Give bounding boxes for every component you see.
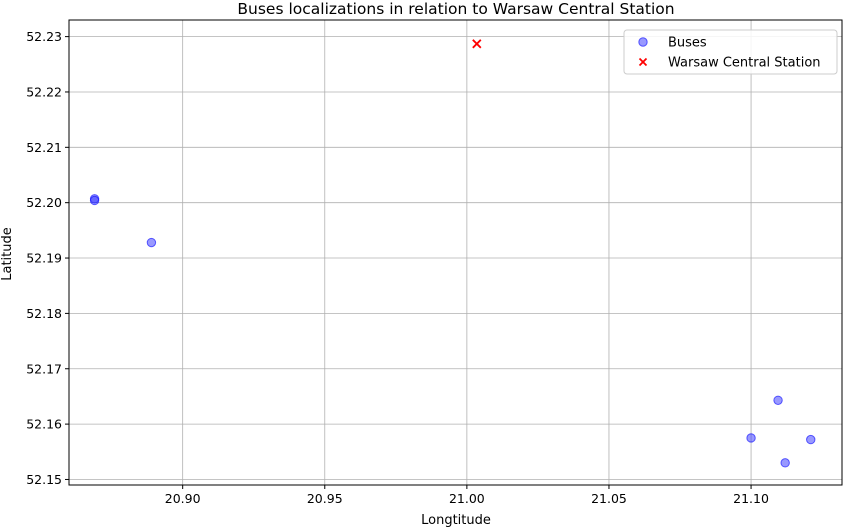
chart-title: Buses localizations in relation to Warsa… — [237, 0, 674, 18]
legend-frame — [623, 29, 838, 75]
y-tick-label: 52.23 — [26, 29, 62, 44]
x-tick-label: 21.10 — [733, 491, 769, 506]
legend-label-buses: Buses — [668, 36, 707, 51]
station-point — [472, 39, 482, 49]
x-tick-label: 21.05 — [591, 491, 627, 506]
bus-point — [806, 434, 816, 445]
plot-area-frame — [68, 19, 843, 486]
x-tick-label: 21.00 — [449, 491, 485, 506]
y-tick-label: 52.17 — [26, 361, 62, 376]
bus-point — [746, 433, 756, 443]
y-tick-label: 52.22 — [26, 84, 62, 99]
bus-point — [773, 395, 783, 406]
bus-point — [89, 195, 100, 206]
x-tick-label: 20.90 — [165, 491, 201, 506]
legend-marker-buses — [638, 37, 648, 47]
legend-marker-station — [638, 57, 648, 67]
legend: Buses Warsaw Central Station — [623, 29, 838, 75]
bus-point — [146, 237, 157, 248]
axis-ticks: 20.90 20.95 21.00 21.05 21.10 52.15 52.16 52.17… — [26, 29, 769, 506]
legend-label-station: Warsaw Central Station — [668, 56, 821, 71]
y-tick-label: 52.20 — [26, 195, 62, 210]
x-tick-label: 20.95 — [307, 491, 343, 506]
y-tick-label: 52.19 — [26, 251, 62, 266]
y-tick-label: 52.15 — [26, 472, 62, 487]
x-axis-label: Longtitude — [421, 513, 491, 527]
y-tick-label: 52.16 — [26, 417, 62, 432]
bus-point — [780, 458, 790, 468]
data-points — [89, 39, 816, 468]
y-tick-label: 52.21 — [26, 140, 62, 155]
y-tick-label: 52.18 — [26, 306, 62, 321]
grid-lines — [69, 20, 842, 485]
y-axis-label: Latitude — [0, 227, 15, 281]
